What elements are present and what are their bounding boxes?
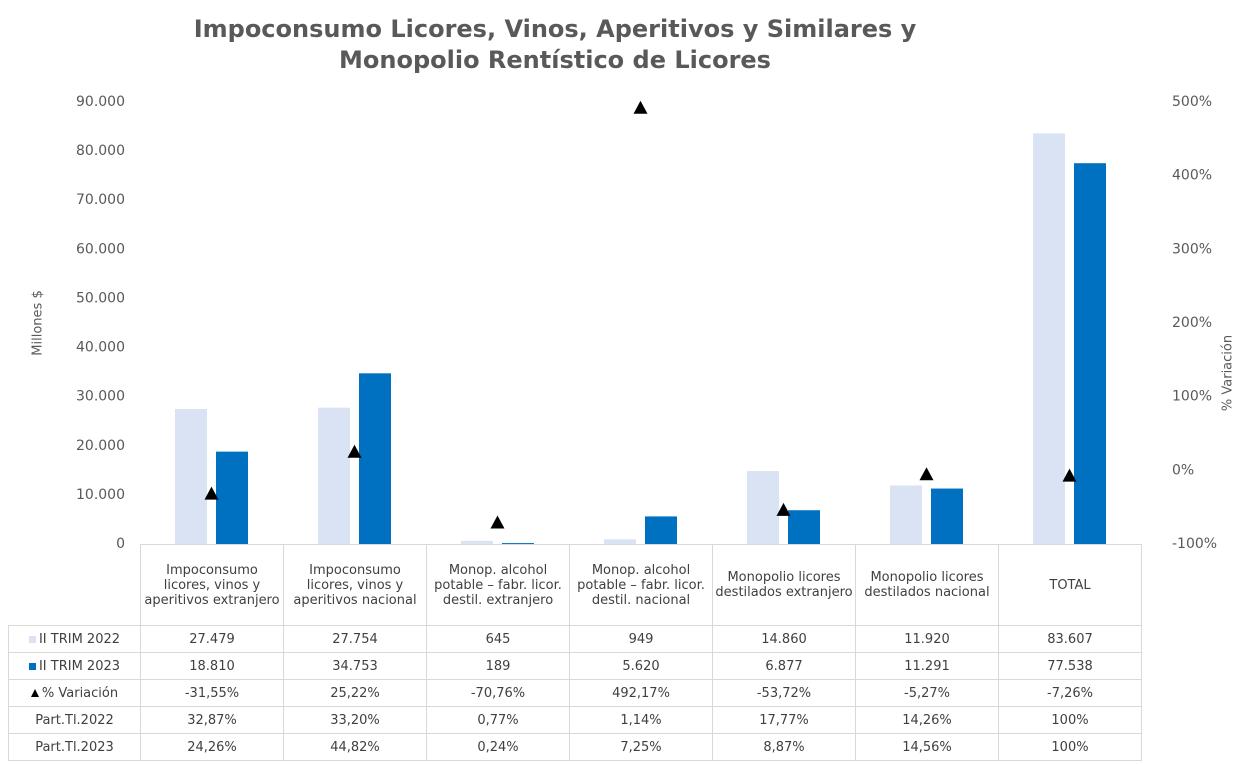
bar [359, 373, 391, 544]
bar [175, 409, 207, 544]
table-cell: 189 [426, 652, 570, 680]
table-cell: 949 [569, 625, 713, 653]
table-cell: -70,76% [426, 679, 570, 707]
y2-tick-label: -100% [1172, 536, 1217, 552]
table-cell: 11.291 [855, 652, 999, 680]
table-cell: 492,17% [569, 679, 713, 707]
table-cell: 14,26% [855, 706, 999, 734]
y2-tick-label: 200% [1172, 315, 1212, 331]
y2-tick-label: 100% [1172, 389, 1212, 405]
y-axis-label: Millones $ [31, 290, 46, 355]
bar [645, 516, 677, 544]
variation-marker [204, 486, 219, 500]
table-cell: 25,22% [283, 679, 427, 707]
category-cell: Monop. alcohol potable – fabr. licor. de… [426, 544, 570, 626]
bar [502, 543, 534, 544]
table-cell: 32,87% [140, 706, 284, 734]
table-cell: -7,26% [998, 679, 1142, 707]
table-cell: -31,55% [140, 679, 284, 707]
variation-marker [633, 100, 648, 114]
table-cell: 24,26% [140, 733, 284, 761]
legend-label: II TRIM 2022 [38, 631, 121, 647]
y2-tick-label: 0% [1172, 462, 1194, 478]
category-cell: Impoconsumo licores, vinos y aperitivos … [140, 544, 284, 626]
variation-marker [919, 467, 934, 481]
bar [318, 407, 350, 544]
legend-key [30, 689, 39, 697]
table-cell: 33,20% [283, 706, 427, 734]
category-cell: TOTAL [998, 544, 1142, 626]
y-tick-label: 80.000 [76, 143, 125, 159]
y2-tick-label: 400% [1172, 168, 1212, 184]
y2-tick-label: 300% [1172, 241, 1212, 257]
legend-key [28, 662, 36, 670]
table-cell: 14.860 [712, 625, 856, 653]
bar [1074, 163, 1106, 544]
row-header: Part.Tl.2022 [8, 706, 141, 734]
bar [931, 488, 963, 544]
variation-marker [347, 444, 362, 458]
row-header: II TRIM 2023 [8, 652, 141, 680]
y-tick-label: 0 [116, 536, 125, 552]
y-tick-label: 30.000 [76, 389, 125, 405]
table-cell: 645 [426, 625, 570, 653]
bar [604, 539, 636, 544]
bar [788, 510, 820, 544]
y-tick-label: 90.000 [76, 94, 125, 110]
table-cell: 7,25% [569, 733, 713, 761]
legend-label: Part.Tl.2022 [35, 712, 114, 728]
table-cell: 100% [998, 733, 1142, 761]
legend-label: % Variación [41, 685, 119, 701]
y-tick-label: 40.000 [76, 340, 125, 356]
bar [747, 471, 779, 544]
row-header: Part.Tl.2023 [8, 733, 141, 761]
bar [890, 485, 922, 544]
y-tick-label: 70.000 [76, 192, 125, 208]
bar [1033, 133, 1065, 544]
legend-label: Part.Tl.2023 [35, 739, 114, 755]
table-cell: 0,24% [426, 733, 570, 761]
table-cell: 34.753 [283, 652, 427, 680]
category-cell: Monopolio licores destilados extranjero [712, 544, 856, 626]
table-cell: 44,82% [283, 733, 427, 761]
legend-label: II TRIM 2023 [38, 658, 121, 674]
variation-marker [776, 502, 791, 516]
table-cell: 5.620 [569, 652, 713, 680]
table-cell: 1,14% [569, 706, 713, 734]
variation-marker [1062, 468, 1077, 482]
category-cell: Monop. alcohol potable – fabr. licor. de… [569, 544, 713, 626]
table-cell: 6.877 [712, 652, 856, 680]
bar [216, 451, 248, 544]
table-cell: 14,56% [855, 733, 999, 761]
table-cell: 18.810 [140, 652, 284, 680]
table-cell: -5,27% [855, 679, 999, 707]
table-cell: 11.920 [855, 625, 999, 653]
table-cell: 100% [998, 706, 1142, 734]
table-cell: 8,87% [712, 733, 856, 761]
bar [461, 540, 493, 544]
table-cell: -53,72% [712, 679, 856, 707]
table-cell: 77.538 [998, 652, 1142, 680]
chart-title: Monopolio Rentístico de Licores [339, 46, 771, 74]
variation-marker [490, 515, 505, 529]
y2-tick-label: 500% [1172, 94, 1212, 110]
row-header: % Variación [8, 679, 141, 707]
y-tick-label: 20.000 [76, 438, 125, 454]
table-cell: 17,77% [712, 706, 856, 734]
table-cell: 27.479 [140, 625, 284, 653]
y-tick-label: 10.000 [76, 487, 125, 503]
table-cell: 0,77% [426, 706, 570, 734]
y-tick-label: 60.000 [76, 241, 125, 257]
category-cell: Impoconsumo licores, vinos y aperitivos … [283, 544, 427, 626]
y2-axis-label: % Variación [1221, 335, 1236, 411]
category-cell: Monopolio licores destilados nacional [855, 544, 999, 626]
y-tick-label: 50.000 [76, 290, 125, 306]
legend-key [28, 635, 36, 643]
table-cell: 27.754 [283, 625, 427, 653]
row-header: II TRIM 2022 [8, 625, 141, 653]
table-cell: 83.607 [998, 625, 1142, 653]
chart-title: Impoconsumo Licores, Vinos, Aperitivos y… [194, 15, 917, 43]
